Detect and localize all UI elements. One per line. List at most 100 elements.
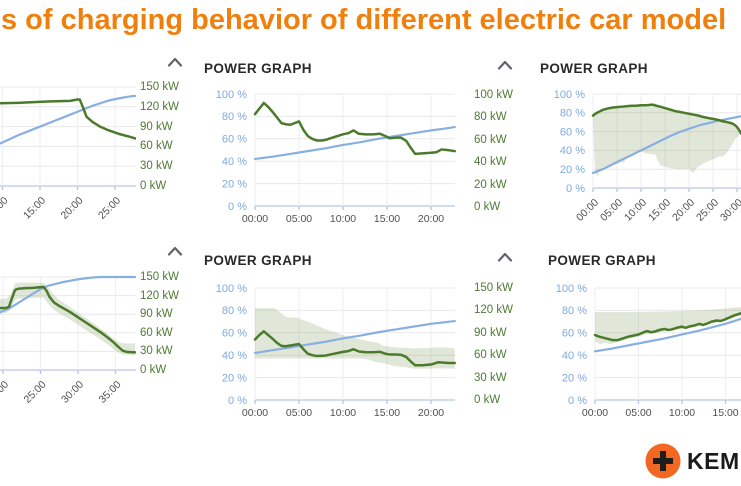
x-axis-label: 20:00: [670, 197, 697, 224]
kw-axis-label: 0 kW: [474, 201, 501, 213]
kempower-plus-icon: [645, 443, 681, 479]
x-axis-label: 05:00: [286, 213, 312, 225]
power-range-band: [255, 308, 455, 369]
soc-axis-label: 80 %: [222, 305, 247, 317]
x-axis-label: 15:00: [21, 195, 48, 222]
kempower-logo: KEMPOWER: [645, 443, 741, 479]
kw-axis-label: 90 kW: [140, 308, 173, 321]
soc-axis-label: 60 %: [560, 126, 585, 138]
x-axis-label: 00:00: [574, 197, 601, 224]
kw-axis-label: 30 kW: [474, 371, 507, 384]
x-axis-label: 15:00: [374, 407, 400, 419]
kw-axis-label: 20 kW: [474, 178, 507, 191]
power-range-band: [0, 282, 135, 356]
soc-axis-label: 20 %: [222, 178, 247, 190]
soc-axis-label: 80 %: [560, 108, 585, 120]
kw-axis-label: 60 kW: [140, 140, 173, 153]
kw-axis-label: 80 kW: [474, 111, 507, 124]
kw-axis-label: 30 kW: [140, 160, 173, 173]
soc-axis-label: 20 %: [560, 164, 585, 176]
soc-axis-label: 80 %: [562, 305, 587, 317]
kw-axis-label: 100 kW: [474, 89, 513, 101]
x-axis-label: 00:00: [582, 407, 608, 419]
x-axis-label: 30:00: [718, 197, 741, 224]
soc-axis-label: 0 %: [228, 201, 247, 213]
kw-axis-label: 60 kW: [474, 133, 507, 146]
x-axis-label: 15:00: [646, 197, 673, 224]
soc-axis-label: 20 %: [562, 372, 587, 384]
x-axis-label: 15:00: [374, 213, 400, 225]
collapse-chevron-up-icon[interactable]: [167, 246, 183, 256]
power-line: [253, 330, 457, 367]
kw-axis-label: 150 kW: [140, 81, 179, 93]
kempower-wordmark: KEMPOWER: [687, 447, 741, 474]
power-line: [591, 103, 741, 135]
kw-axis-label: 60 kW: [474, 349, 507, 362]
power-graph-row2-middle[interactable]: 00:00 05:00 10:00 15:00 20:00 100 % 80 % 60 % 40…: [195, 272, 457, 430]
soc-axis-label: 100 %: [556, 283, 587, 295]
x-axis-label: 10:00: [622, 197, 649, 224]
chart-title: POWER GRAPH: [204, 61, 312, 76]
x-axis-label: 05:00: [286, 407, 312, 419]
x-axis-label: 20:00: [59, 195, 86, 222]
power-line: [593, 311, 741, 342]
power-line: [0, 98, 136, 140]
kw-axis-label: 0 kW: [140, 180, 167, 192]
soc-axis-label: 0 %: [568, 395, 587, 407]
soc-axis-label: 80 %: [222, 111, 247, 123]
kw-axis-label: 120 kW: [474, 304, 513, 317]
collapse-chevron-up-icon[interactable]: [497, 252, 513, 262]
power-range-band: [593, 104, 741, 176]
x-axis-label: 00:00: [242, 213, 268, 225]
soc-axis-label: 20 %: [222, 372, 247, 384]
page-title: s of charging behavior of different elec…: [1, 4, 727, 36]
x-axis-label: 10:00: [330, 213, 356, 225]
power-line: [253, 101, 457, 156]
x-axis-label: 30:00: [59, 379, 86, 403]
x-axis-label: 10:00: [669, 407, 695, 419]
soc-axis-label: 40 %: [562, 350, 587, 362]
x-axis-label: 20:00: [0, 379, 11, 403]
x-axis-label: 20:00: [418, 407, 444, 419]
chart-title: POWER GRAPH: [204, 253, 312, 268]
soc-axis-label: 100 %: [216, 283, 247, 295]
x-axis-label: 00:00: [242, 407, 268, 419]
collapse-chevron-up-icon[interactable]: [497, 60, 513, 70]
kw-axis-label: 0 kW: [474, 394, 501, 406]
soc-axis-label: 40 %: [222, 156, 247, 168]
soc-line: [593, 317, 741, 353]
kw-axis-label: 90 kW: [140, 120, 173, 133]
kw-axis-label: 0 kW: [140, 364, 167, 376]
soc-line: [253, 319, 456, 355]
power-graph-row1-right[interactable]: 00:0005:0010:0015:0020:0025:0030:0035:00…: [535, 78, 741, 238]
kw-axis-label: 150 kW: [140, 271, 179, 283]
soc-line: [0, 94, 136, 145]
chart-title: POWER GRAPH: [548, 253, 656, 268]
soc-axis-label: 0 %: [566, 183, 585, 195]
kw-axis-label: 120 kW: [140, 100, 179, 113]
soc-axis-label: 60 %: [222, 134, 247, 146]
kw-axis-label: 120 kW: [140, 289, 179, 302]
power-graph-row2-right[interactable]: 00:00 05:00 10:00 15:00 100 % 80 % 60 % 40 % 20 …: [535, 272, 741, 430]
x-axis-label: 10:00: [330, 407, 356, 419]
power-line: [0, 285, 136, 354]
soc-axis-label: 40 %: [222, 350, 247, 362]
soc-line: [0, 275, 136, 314]
power-graph-row1-middle[interactable]: 00:00 05:00 10:00 15:00 20:00 100 % 80 % 60 % 40…: [195, 78, 457, 238]
power-graph-row1-left-partial[interactable]: 10:00 15:00 20:00 25:00: [0, 80, 136, 230]
kw-axis-label: 90 kW: [474, 326, 507, 339]
collapse-chevron-up-icon[interactable]: [167, 57, 183, 67]
kw-axis-label: 30 kW: [140, 345, 173, 358]
soc-axis-label: 100 %: [216, 89, 247, 101]
chart-title: POWER GRAPH: [540, 61, 648, 76]
kw-axis-label: 60 kW: [140, 326, 173, 339]
x-axis-label: 35:00: [97, 379, 124, 403]
soc-axis-label: 60 %: [562, 328, 587, 340]
x-axis-label: 20:00: [418, 213, 444, 225]
soc-axis-label: 100 %: [554, 89, 585, 101]
x-axis-label: 25:00: [694, 197, 721, 224]
soc-line: [253, 125, 456, 161]
soc-axis-label: 40 %: [560, 145, 585, 157]
